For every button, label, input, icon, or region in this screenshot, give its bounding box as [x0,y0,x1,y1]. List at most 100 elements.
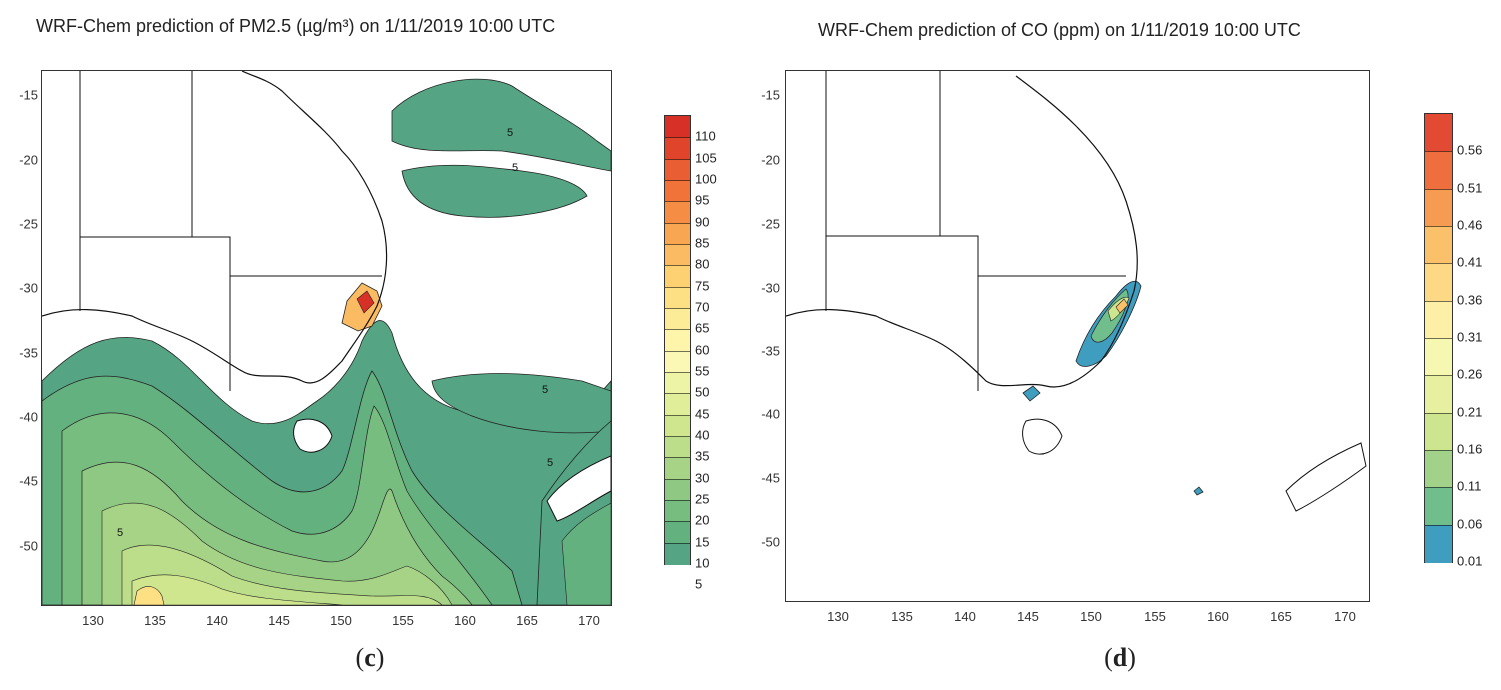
colorbar-segment [665,436,690,459]
x-tick: 160 [454,613,476,628]
colorbar-segment [1425,524,1452,563]
australia-coastline [786,75,1138,388]
colorbar-label: 0.31 [1457,329,1483,345]
tasmania-outline [293,418,333,453]
y-tick: -45 [19,473,38,489]
colorbar-label: 60 [695,342,710,358]
co-band-patch-east [1193,486,1204,496]
pm25-band-5-tasman-patch [431,373,611,434]
panel-c-pm25-map: 5 5 5 5 5 [42,71,611,605]
colorbar-segment [1425,300,1452,339]
colorbar-label: 0.46 [1457,217,1483,233]
colorbar-segment [1425,226,1452,265]
colorbar-segment [1425,412,1452,451]
colorbar-label: 30 [695,470,710,486]
colorbar-label: 0.01 [1457,553,1483,569]
colorbar-label: 95 [695,192,710,208]
x-tick: 140 [954,609,976,624]
colorbar-segment [665,414,690,437]
colorbar-segment [665,244,690,267]
colorbar-label: 85 [695,235,710,251]
colorbar-segment [1425,375,1452,414]
y-tick: -20 [761,152,780,168]
y-tick: -35 [19,345,38,361]
y-tick: -40 [19,409,38,425]
colorbar-segment [665,265,690,288]
x-tick: 145 [268,613,290,628]
new-zealand-outline [1285,442,1367,512]
x-tick: 165 [1270,609,1292,624]
colorbar-label: 0.16 [1457,441,1483,457]
y-tick: -45 [761,470,780,486]
x-tick: 150 [1080,609,1102,624]
colorbar-segment [665,222,690,245]
colorbar-segment [665,372,690,395]
colorbar-label: 40 [695,427,710,443]
panel-c-colorbar [664,115,691,565]
pm25-band-35 [131,574,343,605]
colorbar-label: 0.36 [1457,292,1483,308]
x-tick: 145 [1017,609,1039,624]
panel-d-colorbar [1424,113,1453,563]
x-tick: 165 [516,613,538,628]
pm25-contour-label: 5 [507,127,513,139]
colorbar-label: 75 [695,278,710,294]
x-tick: 170 [578,613,600,628]
panel-c-title: WRF-Chem prediction of PM2.5 (µg/m³) on … [36,16,556,36]
colorbar-segment [665,350,690,373]
colorbar-segment [665,478,690,501]
y-tick: -35 [761,343,780,359]
colorbar-label: 0.06 [1457,516,1483,532]
colorbar-label: 50 [695,384,710,400]
x-tick: 135 [144,613,166,628]
colorbar-segment [665,201,690,224]
colorbar-segment [665,116,690,138]
colorbar-segment [665,308,690,331]
panel-d-caption: (d) [1104,643,1136,672]
colorbar-label: 35 [695,448,710,464]
y-tick: -15 [19,87,38,103]
x-tick: 170 [1334,609,1356,624]
colorbar-label: 0.51 [1457,180,1483,196]
colorbar-label: 70 [695,299,710,315]
colorbar-label: 65 [695,320,710,336]
colorbar-label: 90 [695,214,710,230]
new-zealand-outline [546,455,611,522]
x-tick: 155 [392,613,414,628]
co-band-patch-southwest [1022,385,1041,402]
colorbar-label: 0.26 [1457,366,1483,382]
x-tick: 135 [891,609,913,624]
pm25-band-5-coral [401,164,588,218]
pm25-band-high [133,586,165,605]
colorbar-label: 80 [695,256,710,272]
y-tick: -50 [19,538,38,554]
colorbar-label: 0.21 [1457,404,1483,420]
colorbar-segment [1425,188,1452,227]
pm25-source-core [356,290,375,314]
australia-coastline [42,71,388,384]
panel-d-map-frame [785,70,1370,602]
panel-c-map-frame: 5 5 5 5 5 [41,70,612,606]
panel-c-caption: (c) [355,643,385,672]
y-tick: -50 [761,534,780,550]
panel-d-co-map [786,71,1367,512]
colorbar-label: 10 [695,555,710,571]
colorbar-label: 55 [695,363,710,379]
colorbar-segment [1425,450,1452,489]
colorbar-label: 0.56 [1457,142,1483,158]
colorbar-label: 0.41 [1457,254,1483,270]
x-tick: 150 [330,613,352,628]
y-tick: -40 [761,406,780,422]
panel-c-caption-letter: c [364,643,376,672]
pm25-contour-label: 5 [117,527,123,539]
panel-c: WRF-Chem prediction of PM2.5 (µg/m³) on … [0,0,750,690]
colorbar-segment [665,500,690,523]
colorbar-label: 20 [695,512,710,528]
x-tick: 130 [827,609,849,624]
colorbar-segment [665,286,690,309]
pm25-band-5-north [391,78,611,172]
colorbar-segment [665,137,690,160]
colorbar-segment [665,457,690,480]
colorbar-label: 105 [695,150,717,166]
pm25-contour-label: 5 [547,457,553,469]
